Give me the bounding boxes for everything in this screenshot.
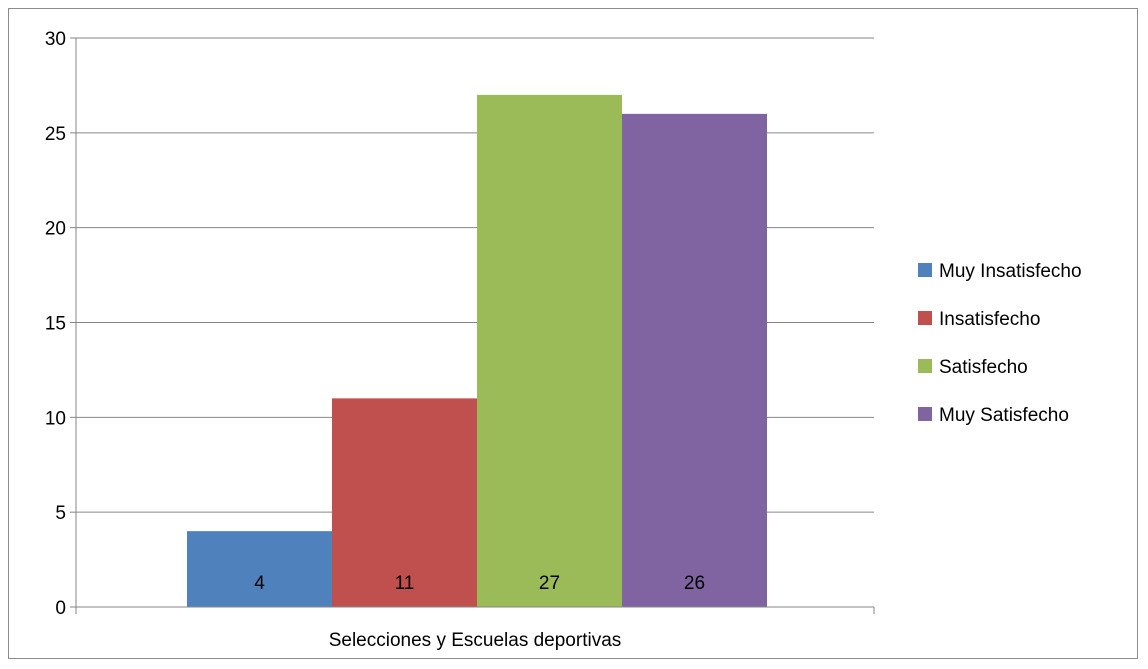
legend-swatch (918, 359, 932, 373)
category-labels: Selecciones y Escuelas deportivas (329, 630, 622, 651)
legend-swatch (918, 407, 932, 421)
bars (187, 94, 767, 607)
y-tick-label: 25 (45, 124, 66, 145)
data-label: 26 (684, 573, 705, 594)
y-tick-label: 20 (45, 219, 66, 240)
y-tick-label: 10 (45, 408, 66, 429)
legend-swatch (918, 263, 932, 277)
legend-swatch (918, 311, 932, 325)
legend-item: Insatisfecho (918, 309, 1040, 330)
data-label: 27 (539, 573, 560, 594)
data-label: 4 (254, 573, 265, 594)
legend-label: Satisfecho (939, 357, 1028, 378)
data-label: 11 (395, 573, 415, 594)
legend-item: Satisfecho (918, 357, 1028, 378)
y-tick-label: 0 (55, 598, 66, 619)
y-tick-label: 5 (55, 503, 66, 524)
y-tick-label: 15 (45, 314, 66, 335)
bar (477, 94, 622, 607)
y-axis-ticks: 0 5 10 15 20 25 30 (45, 29, 76, 619)
legend-item: Muy Insatisfecho (918, 261, 1082, 282)
bar (622, 113, 767, 607)
category-label: Selecciones y Escuelas deportivas (329, 630, 622, 651)
y-tick-label: 30 (45, 29, 66, 50)
legend-label: Muy Insatisfecho (939, 261, 1082, 282)
bar (187, 531, 332, 607)
bar (332, 398, 477, 607)
legend-label: Muy Satisfecho (939, 405, 1069, 426)
legend-label: Insatisfecho (939, 309, 1040, 330)
axes (75, 38, 875, 614)
legend: Muy Insatisfecho Insatisfecho Satisfecho Mu… (918, 261, 1082, 426)
legend-item: Muy Satisfecho (918, 405, 1069, 426)
data-labels: 4 11 27 26 (254, 573, 705, 594)
